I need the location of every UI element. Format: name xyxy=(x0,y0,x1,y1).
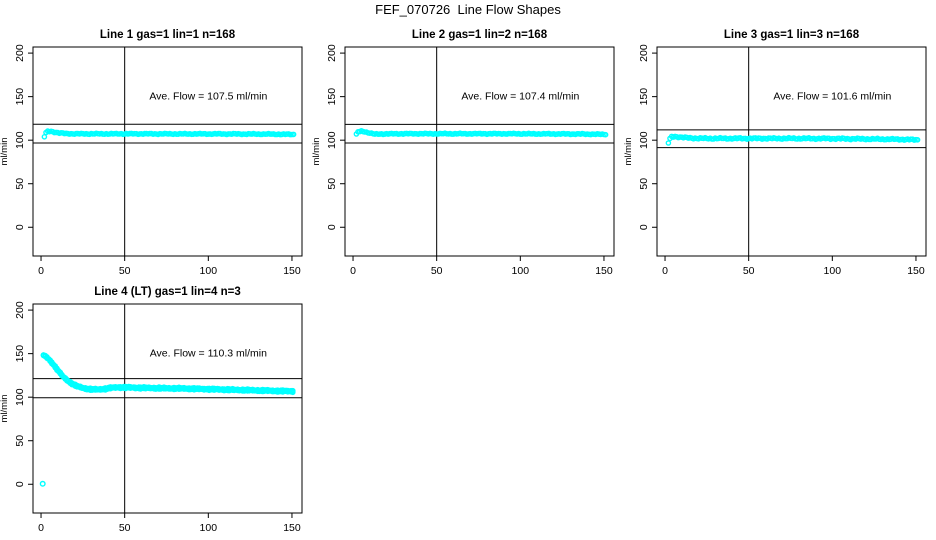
chart-svg: Line 3 gas=1 lin=3 n=168 0 50 100 150 0 50 100 1… xyxy=(624,29,927,277)
y-tick-label: 200 xyxy=(638,44,650,62)
x-tick-label: 150 xyxy=(907,265,925,277)
plot-box xyxy=(32,46,303,257)
data-point xyxy=(914,137,921,143)
y-tick-label: 0 xyxy=(14,224,26,230)
chart-svg: Line 4 (LT) gas=1 lin=4 n=3 0 50 100 150 0 50 1… xyxy=(0,286,303,534)
x-tick-label: 0 xyxy=(350,265,356,277)
y-axis-label: ml/min xyxy=(312,138,322,166)
data-points xyxy=(39,352,296,487)
y-tick-label: 50 xyxy=(638,178,650,190)
outlier-point xyxy=(39,480,46,487)
data-point xyxy=(602,131,609,138)
x-tick-label: 50 xyxy=(119,522,131,534)
x-tick-label: 0 xyxy=(38,522,44,534)
chart-title: Line 2 gas=1 lin=2 n=168 xyxy=(412,29,548,41)
plot-box xyxy=(344,46,615,257)
y-tick-label: 100 xyxy=(14,388,26,406)
x-tick-label: 100 xyxy=(200,522,218,534)
x-tick-label: 150 xyxy=(283,522,301,534)
ave-flow-annotation: Ave. Flow = 107.4 ml/min xyxy=(461,90,579,102)
ave-flow-annotation: Ave. Flow = 107.5 ml/min xyxy=(149,90,267,102)
panel-line-3: Line 3 gas=1 lin=3 n=168 0 50 100 150 0 50 100 1… xyxy=(624,20,936,283)
y-tick-label: 200 xyxy=(14,301,26,319)
x-tick-label: 150 xyxy=(595,265,613,277)
data-points xyxy=(665,133,921,146)
y-tick-label: 50 xyxy=(14,435,26,447)
y-tick-label: 0 xyxy=(14,481,26,487)
x-tick-label: 50 xyxy=(743,265,755,277)
chart-svg: Line 2 gas=1 lin=2 n=168 0 50 100 150 0 50 100 1… xyxy=(312,29,615,277)
data-point xyxy=(290,131,297,138)
ave-flow-annotation: Ave. Flow = 110.3 ml/min xyxy=(150,347,267,359)
y-tick-label: 150 xyxy=(14,88,26,106)
chart-title: Line 4 (LT) gas=1 lin=4 n=3 xyxy=(94,286,240,298)
y-tick-label: 200 xyxy=(14,44,26,62)
y-axis-label: ml/min xyxy=(624,138,634,166)
y-tick-label: 50 xyxy=(14,178,26,190)
y-tick-label: 100 xyxy=(326,131,338,149)
y-tick-label: 150 xyxy=(326,88,338,106)
x-tick-label: 0 xyxy=(38,265,44,277)
x-tick-label: 100 xyxy=(512,265,530,277)
data-point xyxy=(289,387,296,394)
x-tick-label: 50 xyxy=(431,265,443,277)
chart-svg: Line 1 gas=1 lin=1 n=168 0 50 100 150 0 50 100 1… xyxy=(0,29,303,277)
plot-box xyxy=(656,46,927,257)
y-tick-label: 100 xyxy=(638,131,650,149)
page-title: FEF_070726 Line Flow Shapes xyxy=(375,2,561,17)
panel-line-1: Line 1 gas=1 lin=1 n=168 0 50 100 150 0 50 100 1… xyxy=(0,20,312,283)
y-tick-label: 200 xyxy=(326,44,338,62)
chart-title: Line 1 gas=1 lin=1 n=168 xyxy=(100,29,236,41)
x-tick-label: 50 xyxy=(119,265,131,277)
y-axis-label: ml/min xyxy=(0,138,10,166)
ave-flow-annotation: Ave. Flow = 101.6 ml/min xyxy=(773,90,891,102)
data-points xyxy=(353,128,609,138)
y-tick-label: 0 xyxy=(638,224,650,230)
chart-title: Line 3 gas=1 lin=3 n=168 xyxy=(724,29,860,41)
panel-line-4: Line 4 (LT) gas=1 lin=4 n=3 0 50 100 150 0 50 1… xyxy=(0,277,312,540)
y-tick-label: 0 xyxy=(326,224,338,230)
panel-line-2: Line 2 gas=1 lin=2 n=168 0 50 100 150 0 50 100 1… xyxy=(312,20,624,283)
plot-box xyxy=(32,303,303,514)
x-tick-label: 0 xyxy=(662,265,668,277)
data-points xyxy=(41,128,297,140)
x-tick-label: 100 xyxy=(824,265,842,277)
x-tick-label: 150 xyxy=(283,265,301,277)
y-tick-label: 100 xyxy=(14,131,26,149)
y-tick-label: 150 xyxy=(14,345,26,363)
data-point xyxy=(41,134,48,140)
y-tick-label: 150 xyxy=(638,88,650,106)
y-axis-label: ml/min xyxy=(0,395,10,423)
y-tick-label: 50 xyxy=(326,178,338,190)
x-tick-label: 100 xyxy=(200,265,218,277)
data-point xyxy=(665,140,672,146)
